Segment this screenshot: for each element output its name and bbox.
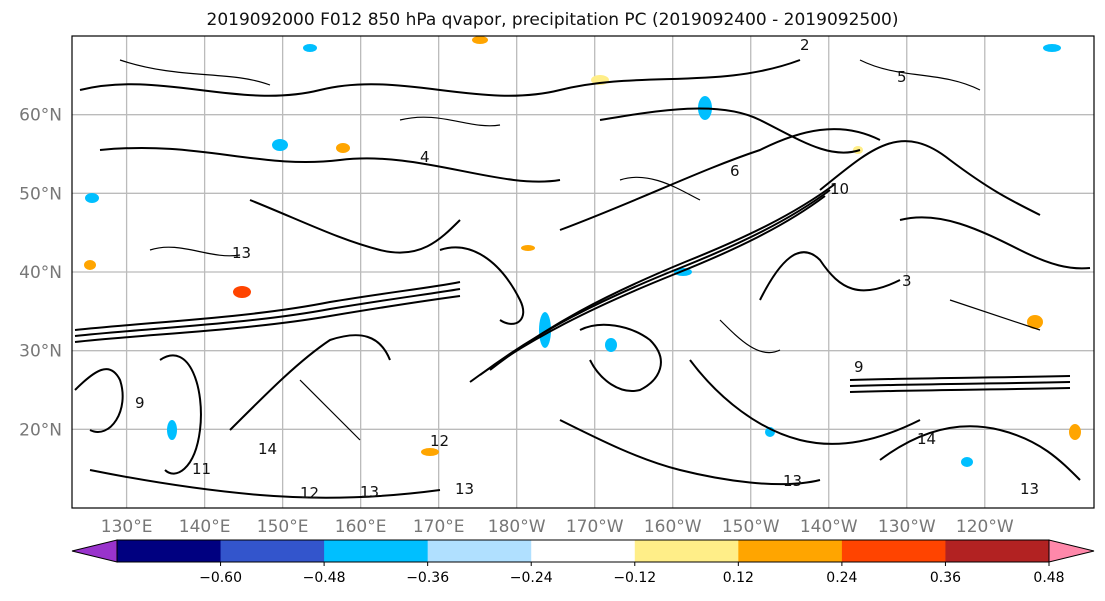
latitude-labels: 60°N 50°N 40°N 30°N 20°N [19, 106, 62, 441]
colorbar-swatch [427, 540, 532, 562]
latitude-label: 30°N [19, 342, 62, 362]
colorbar-tick-label: 0.24 [826, 570, 857, 586]
longitude-label: 170°W [566, 517, 624, 537]
colorbar-swatch [117, 540, 222, 562]
latitude-label: 50°N [19, 184, 62, 204]
contour-label: 13 [455, 480, 474, 498]
contour-label: 5 [897, 68, 907, 86]
contour-label: 13 [783, 472, 802, 490]
contour-label: 11 [192, 460, 211, 478]
colorbar-tick-label: 0.12 [723, 570, 754, 586]
latitude-label: 40°N [19, 263, 62, 283]
contour-label: 9 [854, 358, 864, 376]
colorbar-tick-label: −0.24 [510, 570, 553, 586]
latitude-label: 20°N [19, 420, 62, 440]
map-frame [71, 35, 1095, 509]
longitude-label: 160°E [335, 517, 387, 537]
colorbar-swatch [634, 540, 739, 562]
gridlines [72, 36, 1094, 508]
contour-label: 9 [135, 394, 145, 412]
colorbar-tick-label: 0.36 [930, 570, 961, 586]
qvapor-contours [74, 59, 1091, 499]
colorbar-swatch [531, 540, 636, 562]
precip-shading [84, 36, 1081, 467]
contour-label: 13 [232, 244, 251, 262]
colorbar-swatch [841, 540, 946, 562]
longitude-label: 140°W [800, 517, 858, 537]
longitude-label: 180°W [488, 517, 546, 537]
longitude-label: 160°W [644, 517, 702, 537]
contour-label: 2 [800, 36, 810, 54]
colorbar: −0.60 −0.48 −0.36 −0.24 −0.12 0.12 0.24 0.36 0.4… [71, 539, 1095, 586]
colorbar-extension-high [1048, 539, 1095, 563]
longitude-label: 140°E [179, 517, 231, 537]
longitude-label: 150°W [722, 517, 780, 537]
contour-label: 12 [430, 432, 449, 450]
colorbar-tick-label: −0.12 [613, 570, 656, 586]
longitude-label: 150°E [257, 517, 309, 537]
contour-label: 6 [730, 162, 740, 180]
longitude-label: 120°W [956, 517, 1014, 537]
longitude-label: 130°E [101, 517, 153, 537]
colorbar-tick-label: −0.48 [303, 570, 346, 586]
colorbar-frame [116, 539, 1050, 563]
longitude-labels: 130°E 140°E 150°E 160°E 170°E 180°W 170°W 160°W… [101, 517, 1014, 537]
latitude-label: 60°N [19, 106, 62, 126]
contour-label: 12 [300, 484, 319, 502]
contour-label: 13 [360, 483, 379, 501]
colorbar-tick-label: −0.36 [406, 570, 449, 586]
colorbar-tick-label: −0.60 [199, 570, 242, 586]
colorbar-tick-label: 0.48 [1033, 570, 1064, 586]
contour-label: 4 [420, 148, 430, 166]
longitude-label: 170°E [413, 517, 465, 537]
colorbar-swatch [324, 540, 429, 562]
colorbar-swatch [738, 540, 843, 562]
contour-label: 13 [1020, 480, 1039, 498]
contour-labels: 4 6 9 10 12 13 14 13 12 11 13 14 13 3 5 … [135, 36, 1039, 502]
colorbar-swatch [945, 540, 1050, 562]
contour-label: 10 [830, 180, 849, 198]
contour-label: 14 [258, 440, 277, 458]
longitude-label: 130°W [878, 517, 936, 537]
contour-label: 3 [902, 272, 912, 290]
map-title: 2019092000 F012 850 hPa qvapor, precipit… [206, 10, 899, 30]
contour-label: 14 [917, 430, 936, 448]
map-panel: 4 6 9 10 12 13 14 13 12 11 13 14 13 3 5 … [19, 35, 1095, 537]
colorbar-swatch [220, 540, 325, 562]
colorbar-extension-low [71, 539, 118, 563]
qvapor-contours-thin [119, 59, 1041, 441]
